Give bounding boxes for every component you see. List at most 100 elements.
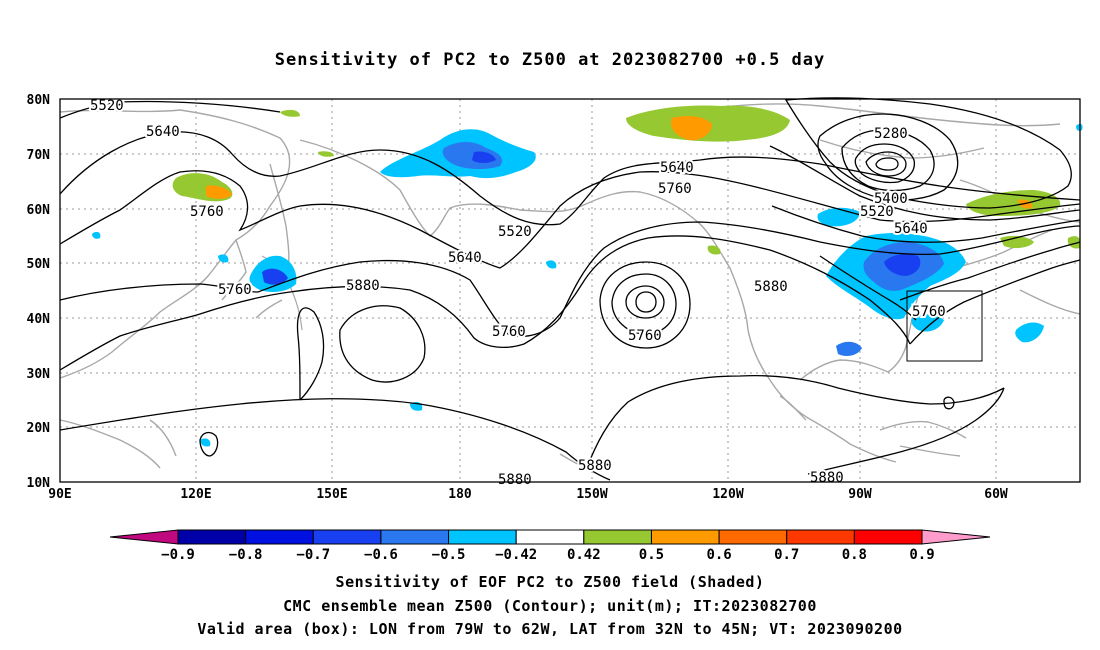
contour-5760-siberia [59, 170, 1081, 269]
shade-positive-small [1067, 236, 1081, 249]
z500-contours [59, 97, 1081, 481]
shade-negative-small [1076, 123, 1083, 131]
shade-negative-small [546, 260, 557, 269]
contour-label: 5760 [912, 304, 946, 320]
contour-label: 5520 [860, 204, 894, 220]
contour-5880-south [296, 307, 325, 401]
colorbar-tick-label: 0.42 [567, 547, 601, 563]
lat-label: 70N [27, 148, 51, 163]
colorbar-tick-label: −0.9 [161, 547, 195, 563]
contour-label: 5760 [190, 204, 224, 220]
shade-atlantic-negative [1015, 322, 1044, 343]
contour-closed-low-4 [635, 291, 657, 313]
chart-title: Sensitivity of PC2 to Z500 at 2023082700… [274, 50, 826, 70]
shaded-sensitivity [92, 105, 1083, 447]
shade-positive-small [318, 151, 334, 157]
lon-label: 180 [448, 487, 472, 502]
contour-labels: 5520 5640 5760 5520 5640 5760 5760 5880 … [88, 96, 948, 490]
contour-label: 5760 [492, 324, 526, 340]
lon-label: 150E [316, 487, 347, 502]
colorbar-tick-label: −0.7 [296, 547, 330, 563]
contour-closed-low-3 [625, 285, 665, 319]
contour-arctic-low-2 [817, 113, 959, 201]
lat-label: 30N [27, 367, 51, 382]
colorbar-low-arrow [109, 529, 179, 545]
shade-arctic-orange [670, 116, 712, 141]
lat-label: 20N [27, 421, 51, 436]
contour-5520-east [769, 145, 1081, 221]
contour-arctic-low-6 [875, 157, 899, 171]
shade-chukotka-dark [472, 151, 496, 163]
lon-label: 120E [180, 487, 211, 502]
lon-label: 90W [848, 487, 872, 502]
shade-east-coast-negative [911, 314, 944, 332]
contour-label: 5520 [498, 224, 532, 240]
colorbar-tick-label: −0.42 [495, 547, 537, 563]
colorbar-tick-label: 0.7 [774, 547, 799, 563]
colorbar-tick-label: −0.6 [364, 547, 398, 563]
colorbar-swatch [786, 529, 855, 545]
colorbar-tick-label: 0.6 [706, 547, 731, 563]
contour-5880-tropics [59, 398, 611, 481]
map-border [59, 98, 1081, 483]
contour-5640-northwest [59, 131, 1081, 226]
contour-closed-low-2 [611, 273, 677, 335]
lat-label: 50N [27, 257, 51, 272]
shade-siberia-orange [206, 185, 232, 199]
colorbar-swatch [380, 529, 450, 545]
lat-label: 10N [27, 476, 51, 491]
valid-area-box [906, 290, 983, 362]
shade-negative-small [200, 438, 211, 447]
shade-positive-small [280, 109, 300, 117]
colorbar-tick-label: 0.8 [842, 547, 867, 563]
caption-line-1: Sensitivity of EOF PC2 to Z500 field (Sh… [335, 573, 765, 591]
contour-5520-northwest [59, 100, 281, 119]
colorbar-swatch [448, 529, 517, 545]
contour-small-closed [199, 431, 219, 457]
lat-label: 40N [27, 312, 51, 327]
contour-label: 5520 [90, 98, 124, 114]
contour-5880-carib [807, 387, 1005, 475]
contour-label: 5640 [660, 160, 694, 176]
lat-label: 60N [27, 203, 51, 218]
contour-5880-ne [909, 259, 1081, 345]
colorbar-swatch [650, 529, 720, 545]
contour-closed-5760-low [599, 261, 691, 349]
contour-label: 5640 [448, 250, 482, 266]
contour-label: 5760 [658, 181, 692, 197]
contour-label: 5280 [874, 126, 908, 142]
contour-label: 5760 [628, 328, 662, 344]
colorbar-tick-label: 0.9 [909, 547, 934, 563]
contour-5880-east [585, 374, 1005, 471]
lon-label: 90E [48, 487, 71, 502]
contour-arctic-low-1 [784, 97, 1072, 209]
contour-label: 5640 [146, 124, 180, 140]
contour-small-closed [943, 396, 955, 410]
shade-gulf-negative [836, 341, 862, 356]
contour-arctic-low-4 [854, 143, 916, 184]
lon-label: 60W [984, 487, 1008, 502]
caption-line-3: Valid area (box): LON from 79W to 62W, L… [197, 620, 903, 638]
contour-label: 5880 [346, 278, 380, 294]
contour-label: 5880 [498, 472, 532, 488]
latitude-labels: 80N 70N 60N 50N 40N 30N 20N 10N [27, 93, 51, 491]
contour-5760-ne [899, 241, 1081, 301]
contour-5760-ec [819, 255, 917, 321]
colorbar-swatch [853, 529, 923, 545]
contour-label: 5880 [754, 279, 788, 295]
colorbar-swatch [312, 529, 382, 545]
colorbar-swatch [177, 529, 247, 545]
colorbar: −0.9 −0.8 −0.7 −0.6 −0.5 −0.42 0.42 0.5 0.6 0.7 0.… [109, 529, 991, 563]
colorbar-swatch [718, 529, 788, 545]
contour-label: 5880 [578, 458, 612, 474]
contour-5760-midlat [59, 221, 1081, 337]
contour-label: 5640 [894, 221, 928, 237]
lat-label: 80N [27, 93, 51, 108]
shade-labrador-dark [884, 254, 921, 276]
lon-label: 150W [576, 487, 607, 502]
contour-arctic-low-5 [865, 151, 907, 177]
colorbar-swatch [583, 529, 652, 545]
contour-label: 5400 [874, 191, 908, 207]
contour-label: 5760 [218, 282, 252, 298]
